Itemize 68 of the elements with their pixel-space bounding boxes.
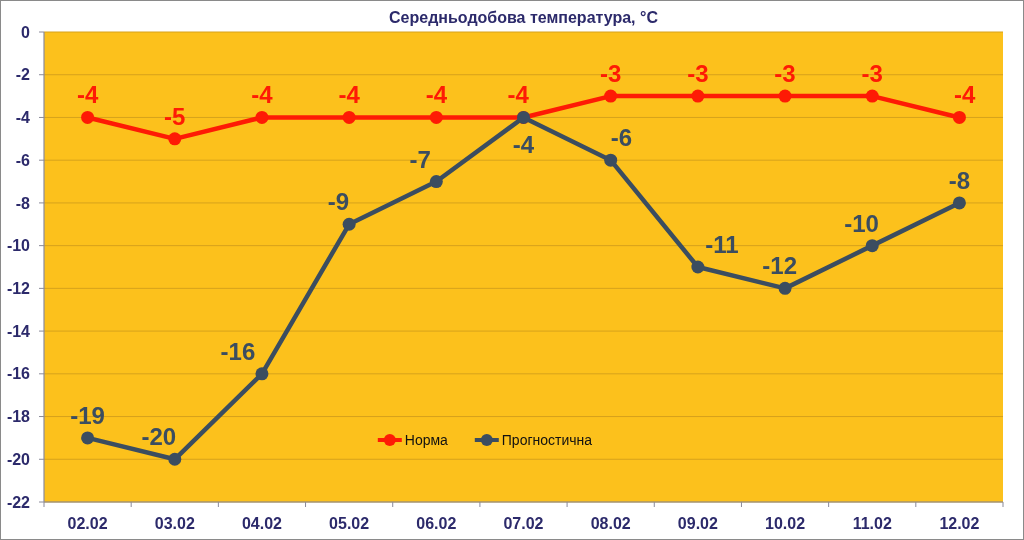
- point: [255, 110, 269, 124]
- point: [81, 110, 95, 124]
- data-label: -11: [705, 231, 739, 258]
- point: [865, 239, 879, 253]
- data-label: -6: [610, 124, 633, 152]
- data-label: -4: [76, 81, 99, 109]
- x-tick-label: 11.02: [852, 515, 892, 532]
- point: [342, 110, 356, 124]
- x-tick-label: 02.02: [67, 515, 108, 532]
- point: [255, 367, 269, 381]
- point: [342, 217, 356, 231]
- point: [952, 196, 966, 210]
- y-tick-label: -10: [6, 237, 31, 255]
- data-label: -3: [600, 60, 622, 88]
- data-label: -4: [512, 131, 535, 159]
- data-label: -8: [948, 166, 971, 194]
- data-label: -4: [338, 81, 361, 109]
- data-label: -12: [762, 252, 798, 280]
- y-tick-label: -4: [15, 109, 31, 127]
- data-label: -20: [141, 423, 177, 451]
- y-tick-label: -22: [6, 493, 31, 511]
- data-label: -4: [507, 81, 530, 109]
- x-tick-label: 10.02: [765, 515, 806, 532]
- data-label: -3: [687, 60, 709, 88]
- data-label: -4: [425, 81, 448, 109]
- point: [778, 281, 792, 295]
- legend-label: Прогностична: [501, 432, 593, 448]
- point: [429, 175, 443, 189]
- x-tick-label: 05.02: [329, 515, 370, 532]
- y-tick-label: -6: [15, 151, 31, 169]
- data-label: -19: [70, 401, 105, 429]
- x-tick-label: 08.02: [590, 515, 631, 532]
- y-tick-label: 0: [21, 23, 31, 41]
- point: [168, 132, 182, 146]
- y-tick-label: -14: [6, 322, 31, 340]
- y-tick-label: -16: [6, 365, 31, 383]
- data-label: -9: [327, 188, 350, 216]
- point: [691, 260, 705, 274]
- legend-label: Норма: [404, 432, 449, 448]
- data-label: -3: [774, 60, 796, 88]
- point: [604, 153, 618, 167]
- point: [778, 89, 792, 103]
- x-tick-label: 12.02: [939, 515, 980, 532]
- data-label: -3: [861, 60, 883, 88]
- y-tick-label: -2: [15, 66, 31, 84]
- x-tick-label: 06.02: [416, 515, 457, 532]
- x-tick-label: 03.02: [154, 515, 195, 532]
- data-label: -10: [844, 209, 879, 237]
- data-label: -4: [251, 81, 274, 109]
- y-tick-label: -18: [6, 408, 31, 426]
- data-label: -5: [164, 102, 186, 130]
- x-tick-label: 07.02: [503, 515, 544, 532]
- point: [429, 110, 443, 124]
- point: [81, 431, 95, 445]
- point: [168, 452, 182, 466]
- point: [865, 89, 879, 103]
- chart-title: Середньодобова температура, °C: [389, 9, 659, 26]
- y-tick-label: -20: [6, 450, 31, 468]
- point: [604, 89, 618, 103]
- x-tick-label: 04.02: [241, 515, 283, 532]
- x-tick-label: 09.02: [677, 515, 718, 532]
- point: [952, 110, 966, 124]
- y-tick-label: -8: [15, 194, 31, 212]
- data-label: -16: [220, 337, 256, 365]
- y-tick-label: -12: [6, 279, 31, 297]
- data-label: -4: [954, 81, 977, 109]
- data-label: -7: [409, 145, 431, 173]
- point: [691, 89, 705, 103]
